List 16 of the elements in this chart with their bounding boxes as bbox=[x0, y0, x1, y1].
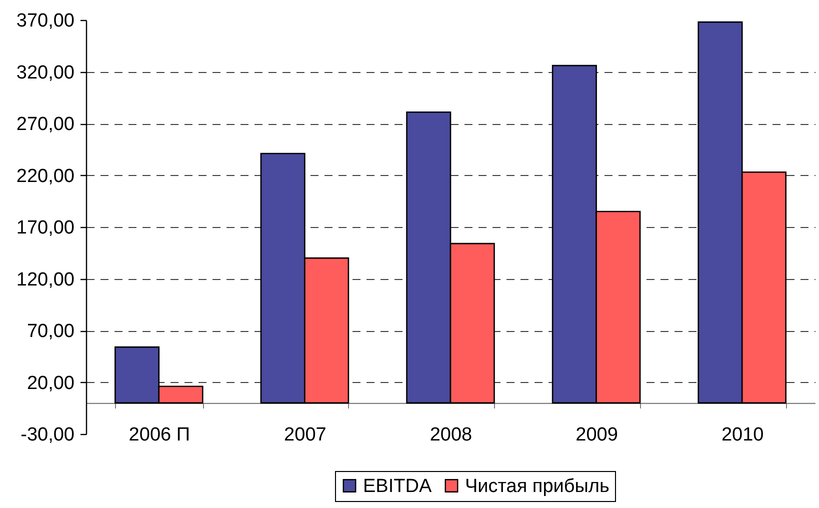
y-tick-label: 170,00 bbox=[16, 218, 74, 238]
legend-label: Чистая прибыль bbox=[465, 476, 610, 497]
legend-label: EBITDA bbox=[363, 476, 432, 497]
y-tick-label: -30,00 bbox=[20, 424, 74, 446]
x-tick-label: 2008 bbox=[430, 424, 472, 446]
y-tick-label: 120,00 bbox=[16, 269, 74, 290]
y-tick-label: 20,00 bbox=[26, 372, 74, 394]
y-tick-label: 320,00 bbox=[16, 62, 74, 84]
x-tick-label: 2007 bbox=[284, 424, 326, 446]
y-tick-label: 270,00 bbox=[16, 114, 74, 135]
x-tick-label: 2009 bbox=[576, 424, 618, 446]
x-tick-label: 2010 bbox=[721, 424, 764, 446]
y-tick-label: 370,00 bbox=[16, 10, 74, 32]
x-tick-label: 2006 П bbox=[128, 424, 190, 446]
y-tick-label: 70,00 bbox=[26, 321, 74, 342]
y-tick-label: 220,00 bbox=[16, 166, 74, 187]
